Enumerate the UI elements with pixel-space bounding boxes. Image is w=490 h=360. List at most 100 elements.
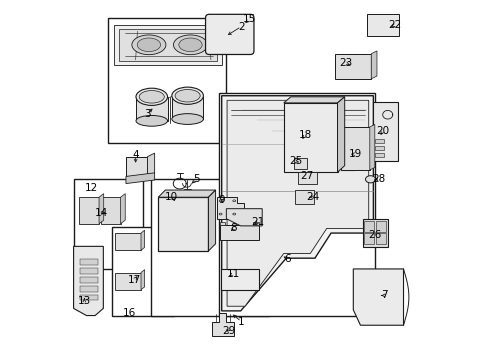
Text: 1: 1	[238, 317, 245, 327]
Text: 15: 15	[243, 14, 256, 24]
Ellipse shape	[175, 89, 200, 102]
Polygon shape	[101, 197, 121, 224]
Polygon shape	[217, 197, 245, 219]
Polygon shape	[220, 269, 259, 291]
Text: 23: 23	[340, 58, 353, 68]
Ellipse shape	[233, 213, 236, 215]
Polygon shape	[375, 146, 384, 150]
Text: 8: 8	[230, 224, 237, 233]
Polygon shape	[115, 273, 141, 290]
Ellipse shape	[233, 200, 236, 202]
Polygon shape	[141, 230, 145, 250]
Polygon shape	[147, 153, 155, 176]
Polygon shape	[364, 221, 374, 231]
Polygon shape	[227, 100, 368, 306]
Polygon shape	[284, 97, 344, 103]
Text: 26: 26	[368, 230, 381, 239]
Polygon shape	[367, 14, 399, 36]
Text: 4: 4	[132, 150, 139, 160]
Polygon shape	[371, 51, 377, 79]
Bar	[151, 179, 270, 316]
Polygon shape	[115, 233, 141, 250]
Polygon shape	[220, 225, 259, 240]
Ellipse shape	[219, 213, 222, 215]
Polygon shape	[141, 270, 145, 290]
Bar	[112, 227, 174, 316]
Text: 21: 21	[251, 217, 264, 227]
Text: 10: 10	[165, 192, 178, 202]
Text: 14: 14	[95, 208, 108, 218]
Polygon shape	[370, 125, 375, 170]
Polygon shape	[353, 269, 403, 325]
Polygon shape	[335, 54, 371, 79]
Polygon shape	[341, 127, 370, 170]
Polygon shape	[80, 295, 98, 301]
Text: 18: 18	[298, 130, 312, 140]
Ellipse shape	[137, 38, 161, 51]
Ellipse shape	[366, 176, 375, 183]
Ellipse shape	[132, 35, 166, 55]
Polygon shape	[74, 246, 103, 316]
Ellipse shape	[219, 200, 222, 202]
Bar	[74, 179, 143, 269]
Polygon shape	[79, 197, 99, 224]
Text: 28: 28	[372, 174, 385, 184]
Polygon shape	[375, 153, 384, 157]
Polygon shape	[136, 97, 168, 121]
Polygon shape	[114, 25, 221, 64]
Polygon shape	[375, 139, 384, 143]
Polygon shape	[126, 157, 147, 176]
Text: 11: 11	[227, 269, 240, 279]
Text: 29: 29	[222, 326, 236, 336]
FancyBboxPatch shape	[205, 14, 254, 54]
Polygon shape	[294, 158, 307, 168]
Polygon shape	[126, 173, 155, 184]
Text: 25: 25	[289, 156, 302, 166]
Polygon shape	[121, 194, 125, 224]
Text: 3: 3	[144, 109, 151, 119]
Polygon shape	[375, 221, 386, 231]
Ellipse shape	[172, 87, 203, 104]
Text: 12: 12	[85, 183, 98, 193]
Polygon shape	[284, 103, 338, 172]
Text: 7: 7	[381, 291, 388, 301]
Text: 20: 20	[376, 126, 390, 135]
Ellipse shape	[179, 38, 202, 51]
Bar	[108, 18, 226, 143]
Polygon shape	[220, 222, 225, 225]
Polygon shape	[119, 29, 217, 61]
Text: 9: 9	[219, 195, 225, 205]
Ellipse shape	[139, 90, 164, 103]
Text: 6: 6	[285, 254, 292, 264]
Polygon shape	[80, 268, 98, 274]
Polygon shape	[80, 277, 98, 283]
Ellipse shape	[136, 88, 168, 105]
Text: 2: 2	[238, 22, 245, 32]
Text: 24: 24	[306, 192, 319, 202]
Text: 13: 13	[78, 296, 91, 306]
Polygon shape	[158, 197, 208, 251]
Ellipse shape	[136, 116, 168, 126]
Polygon shape	[338, 97, 344, 172]
Polygon shape	[363, 219, 388, 247]
Text: 22: 22	[388, 20, 401, 30]
Text: 16: 16	[123, 309, 136, 318]
Polygon shape	[212, 313, 234, 336]
Polygon shape	[295, 190, 314, 204]
Bar	[219, 93, 375, 316]
Text: 19: 19	[349, 149, 362, 159]
Polygon shape	[172, 96, 203, 119]
Polygon shape	[80, 259, 98, 265]
Polygon shape	[221, 96, 373, 311]
Polygon shape	[226, 209, 262, 226]
Text: 5: 5	[193, 174, 200, 184]
Ellipse shape	[172, 114, 203, 125]
Polygon shape	[253, 222, 259, 225]
Polygon shape	[375, 233, 386, 244]
Polygon shape	[298, 172, 318, 184]
Polygon shape	[158, 190, 216, 197]
Polygon shape	[373, 102, 398, 161]
Polygon shape	[99, 194, 104, 224]
Text: 17: 17	[128, 275, 141, 285]
Text: 27: 27	[300, 171, 313, 181]
